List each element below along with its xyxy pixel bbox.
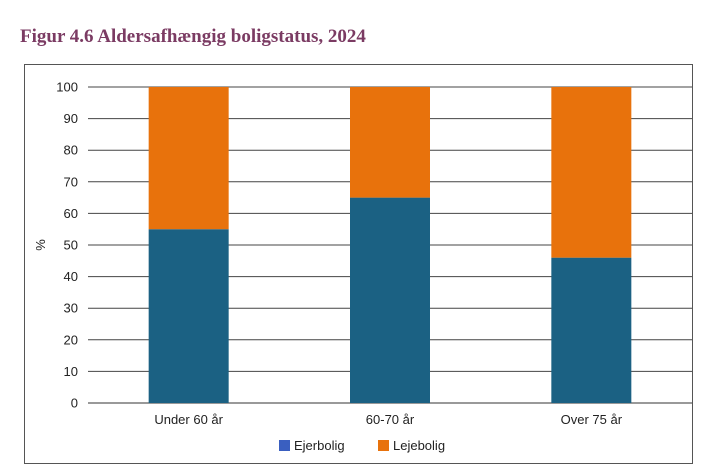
y-tick-label: 80 (64, 143, 78, 158)
legend: Ejerbolig Lejebolig (279, 438, 445, 453)
x-tick-label: Over 75 år (561, 412, 623, 427)
y-tick-label: 70 (64, 174, 78, 189)
bar-segment-ejerbolig (350, 197, 430, 403)
chart-frame (24, 64, 693, 464)
y-tick-label: 10 (64, 364, 78, 379)
y-tick-label: 30 (64, 301, 78, 316)
bars (148, 87, 632, 403)
chart-title: Figur 4.6 Aldersafhængig boligstatus, 20… (20, 26, 366, 47)
y-tick-label: 90 (64, 111, 78, 126)
bar-segment-ejerbolig (551, 257, 632, 403)
axes: 0 10 20 30 40 50 60 70 80 90 100% Under 60 år 60-70 … (33, 80, 623, 428)
bar-segment-lejebolig (148, 87, 229, 230)
bar-segment-ejerbolig (148, 229, 229, 403)
y-axis-label: % (33, 239, 48, 251)
legend-label-lejebolig: Lejebolig (393, 438, 445, 453)
y-tick-label: 40 (64, 269, 78, 284)
legend-swatch-ejerbolig (279, 440, 290, 451)
bar-segment-lejebolig (350, 87, 430, 198)
y-tick-label: 0 (71, 396, 78, 411)
y-tick-label: 20 (64, 332, 78, 347)
legend-swatch-lejebolig (378, 440, 389, 451)
x-tick-label: Under 60 år (154, 412, 223, 427)
y-tick-label: 100 (56, 80, 78, 95)
bar-segment-lejebolig (551, 87, 632, 258)
legend-label-ejerbolig: Ejerbolig (294, 438, 345, 453)
y-tick-label: 60 (64, 206, 78, 221)
x-tick-label: 60-70 år (366, 412, 415, 427)
y-tick-label: 50 (64, 238, 78, 253)
